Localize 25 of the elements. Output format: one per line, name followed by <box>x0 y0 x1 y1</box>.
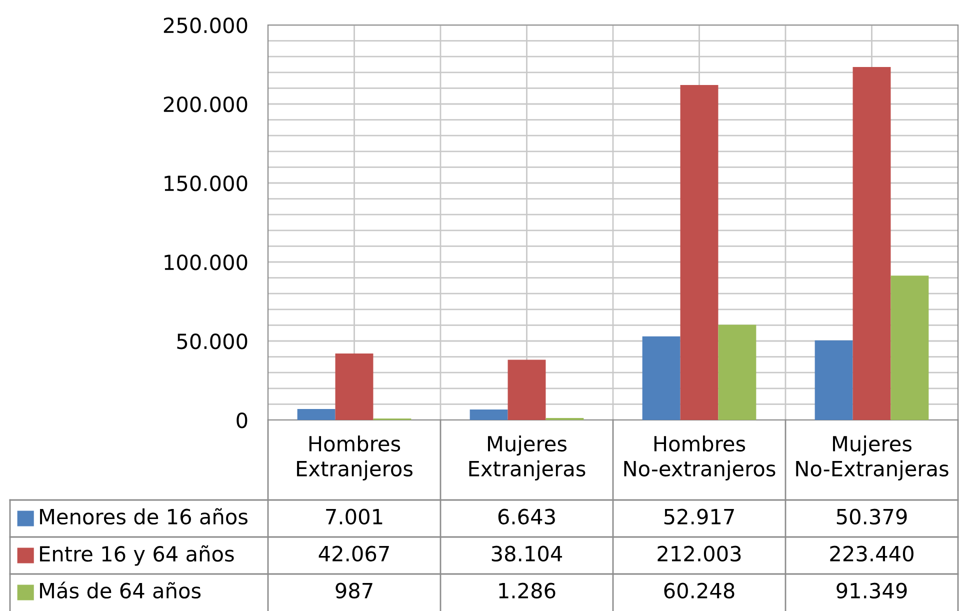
legend-label: Entre 16 y 64 años <box>40 545 234 566</box>
legend-label: Menores de 16 años <box>40 508 248 525</box>
x-tick-label: Mujeres Extranjeras <box>469 435 586 481</box>
data-label: 212.003 <box>658 546 741 562</box>
data-label: 60.248 <box>664 582 734 599</box>
data-label: 38.104 <box>492 546 562 562</box>
data-label: 987 <box>336 582 372 599</box>
data-label: 223.440 <box>830 546 914 562</box>
data-label: 42.067 <box>318 546 389 562</box>
y-tick-label: 250.000 <box>164 17 248 34</box>
y-tick-label: 100.000 <box>164 254 248 270</box>
y-tick-label: 150.000 <box>164 175 248 192</box>
x-tick-label: Mujeres No-Extranjeras <box>796 435 948 481</box>
y-tick-label: 50.000 <box>177 333 248 350</box>
data-label: 6.643 <box>498 508 555 525</box>
y-tick-label: 200.000 <box>164 96 248 112</box>
y-tick-label: 0 <box>236 412 248 428</box>
data-label: 1.286 <box>499 582 556 599</box>
data-label: 52.917 <box>664 508 734 525</box>
x-tick-label: Hombres Extranjeros <box>297 435 412 481</box>
x-tick-label: Hombres No-extranjeros <box>624 435 776 481</box>
data-label: 7.001 <box>326 508 382 525</box>
legend-label: Más de 64 años <box>40 582 201 599</box>
data-label: 50.379 <box>836 508 907 525</box>
data-label: 91.349 <box>836 582 907 599</box>
